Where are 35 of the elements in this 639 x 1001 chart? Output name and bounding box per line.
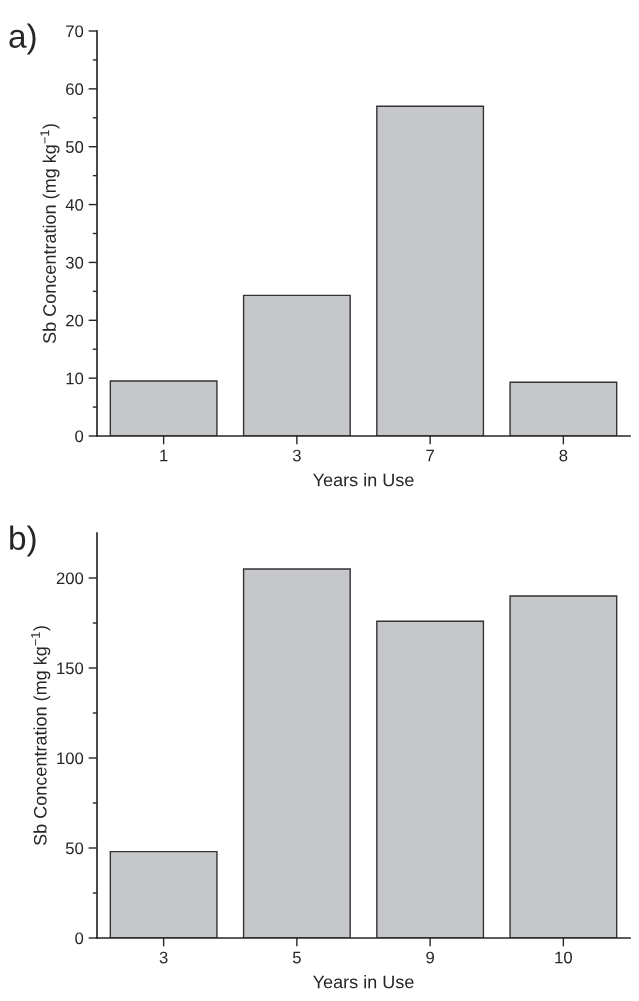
y-tick-label: 50 (65, 141, 84, 153)
bar (509, 595, 618, 938)
bar (376, 620, 485, 938)
x-tick-label: 7 (426, 449, 434, 462)
text: b) (10, 525, 36, 557)
y-tick-label: 0 (75, 932, 84, 945)
text: a) (9, 23, 36, 55)
y-tick-label: 10 (66, 372, 84, 385)
y-tick-label: 20 (66, 314, 84, 327)
y-tick-label: 60 (66, 83, 84, 96)
x-tick-label: 3 (292, 449, 301, 462)
x-tick-label: 9 (426, 951, 434, 964)
x-tick-label: 1 (160, 449, 168, 462)
y-tick-label: 200 (56, 572, 84, 585)
bar (509, 381, 618, 436)
bar (109, 380, 218, 436)
y-tick-label: 50 (65, 842, 84, 855)
y-tick-label: 30 (65, 256, 84, 269)
y-axis-title: Sb Concentration (mg kg$^{−1}$) (40, 124, 60, 344)
x-tick-label: 3 (159, 951, 168, 964)
bar (109, 850, 218, 938)
bar (242, 568, 351, 938)
x-tick-label: 8 (559, 449, 568, 462)
bar (242, 294, 351, 436)
y-axis-title: Sb Concentration (mg kg$^{−1}$) (31, 626, 51, 846)
y-tick-label: 40 (65, 198, 84, 211)
y-tick-label: 0 (75, 430, 84, 443)
x-tick-label: 10 (555, 951, 572, 964)
x-axis-title: Years in Use (313, 473, 414, 487)
x-tick-label: 5 (292, 951, 301, 964)
y-tick-label: 70 (66, 25, 84, 38)
y-tick-label: 150 (57, 662, 84, 675)
y-tick-label: 100 (57, 752, 84, 765)
x-axis-title: Years in Use (313, 975, 414, 989)
bar (376, 105, 485, 436)
